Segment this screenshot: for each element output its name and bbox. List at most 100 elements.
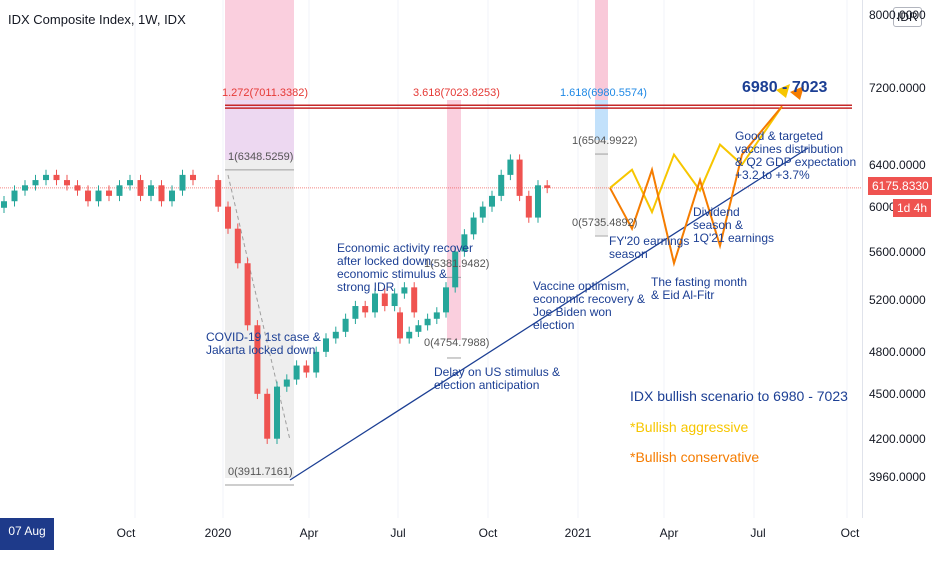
price-tick-label: 4500.0000 (869, 386, 926, 401)
fy20-shade-top (595, 0, 608, 100)
candle (443, 287, 449, 313)
candle (461, 234, 468, 252)
candle (470, 217, 477, 235)
covid-shade-top (225, 0, 294, 100)
candle (95, 190, 102, 202)
candle (11, 190, 18, 202)
candle (401, 287, 408, 294)
time-tick-label: Oct (116, 526, 136, 540)
candle (293, 365, 300, 380)
candle (106, 190, 112, 196)
candle (507, 159, 514, 175)
candle (313, 351, 320, 373)
annotation-dividend: Dividend season & 1Q'21 earnings (693, 205, 775, 245)
candle (433, 312, 440, 319)
price-tick-label: 7200.0000 (869, 81, 926, 95)
candle (264, 393, 271, 439)
fib-label-8: 1(6504.9922) (572, 135, 638, 147)
candle (411, 287, 418, 313)
price-tick-label: 4800.0000 (869, 344, 926, 359)
fib-label-2: 3.618(7023.8253) (413, 87, 500, 99)
candle (332, 331, 339, 339)
target-label: 6980 - 7023 (742, 79, 828, 96)
annotation-fasting: The fasting month & Eid Al-Fitr (651, 275, 748, 302)
annotation-delay: Delay on US stimulus & election anticipa… (434, 365, 561, 392)
price-tick-label: 5200.0000 (869, 292, 926, 307)
fib-label-4: 1(6348.5259) (228, 151, 294, 163)
candle (303, 365, 310, 373)
price-chart[interactable] (0, 0, 932, 550)
candle (489, 195, 495, 207)
candle (215, 180, 222, 207)
candle (479, 206, 486, 218)
candle (137, 180, 144, 196)
price-tick-label: 6400.0000 (869, 157, 926, 172)
candle (362, 306, 369, 313)
candle (397, 312, 403, 339)
time-tick-label: Jul (750, 526, 766, 540)
chart-title: IDX Composite Index, 1W, IDX (8, 12, 186, 27)
candle (85, 190, 91, 202)
price-tick-label: 3960.0000 (869, 470, 926, 484)
projection-conservative-arrow (790, 86, 804, 100)
candle (415, 325, 422, 332)
candle (43, 174, 49, 181)
candle (424, 318, 431, 326)
candle (452, 251, 459, 288)
candle (74, 185, 81, 191)
candle (274, 386, 280, 439)
candle (498, 174, 505, 196)
fib-label-7: 0(4754.7988) (424, 337, 490, 349)
fib-label-6: 1(5381.9482) (424, 258, 490, 270)
time-axis-start-tag: 07 Aug '17 (0, 518, 54, 564)
time-tick-label: Oct (478, 526, 498, 540)
covid-shade-mid (225, 100, 294, 160)
candle (406, 331, 413, 339)
fib-label-5: 0(3911.7161) (228, 466, 293, 478)
price-tick-label: 5600.0000 (869, 244, 926, 259)
countdown-tag: 1d 4h (893, 199, 932, 217)
price-tick-label: 4200.0000 (869, 431, 926, 446)
candle (127, 180, 133, 186)
annotation-covid: COVID-19 1st case & Jakarta locked down (206, 330, 321, 357)
candle (179, 174, 186, 191)
projection-aggressive (609, 105, 783, 215)
candle (158, 185, 165, 202)
price-tick-label: 8000.0000 (869, 8, 926, 22)
covid-shade-bottom (225, 160, 294, 478)
candle (148, 185, 154, 196)
candle (225, 206, 231, 229)
candle (535, 185, 541, 218)
candle (342, 318, 349, 332)
time-tick-label: Oct (840, 526, 860, 540)
current-price-tag: 6175.8330 (868, 177, 932, 195)
candle (254, 325, 261, 394)
election-shade (447, 100, 461, 340)
fib-label-1: 1.272(7011.3382) (222, 87, 309, 99)
annotation-recover: Economic activity recover after locked d… (337, 241, 474, 294)
candle (381, 293, 388, 307)
annotation-fy20: FY'20 earnings season (609, 234, 690, 261)
candle (283, 379, 290, 387)
fib-label-9: 0(5735.4892) (572, 217, 638, 229)
candle (53, 174, 60, 181)
trendline (289, 147, 809, 481)
candle (244, 263, 251, 326)
projection-aggressive-arrow (776, 84, 790, 98)
price-axis[interactable] (862, 0, 932, 518)
candle (372, 293, 378, 313)
currency-badge[interactable]: IDR (893, 7, 922, 27)
candle (234, 228, 241, 264)
time-tick-label: Jul (390, 526, 406, 540)
time-tick-label: 2020 (204, 526, 232, 540)
annotation-good: Good & targeted vaccines distribution & … (735, 129, 857, 182)
candle (116, 185, 123, 196)
time-tick-label: Apr (299, 526, 319, 540)
candle (544, 185, 551, 188)
candle (169, 190, 175, 202)
candle (516, 159, 523, 196)
candle (22, 185, 28, 191)
candle (32, 180, 39, 186)
legend-conservative: *Bullish conservative (630, 449, 760, 465)
fib-label-3: 1.618(6980.5574) (560, 87, 647, 99)
